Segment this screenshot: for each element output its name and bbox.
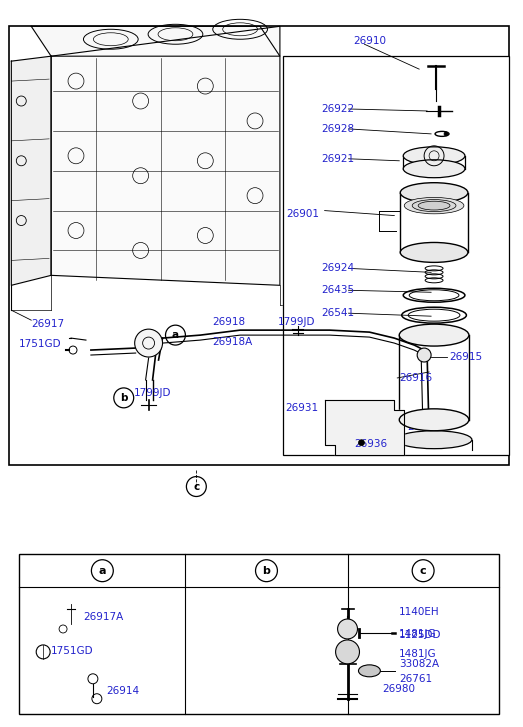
Text: 1799JD: 1799JD	[134, 388, 171, 398]
Bar	[283, 56, 509, 454]
Ellipse shape	[399, 324, 469, 346]
Text: 33082A: 33082A	[399, 659, 439, 669]
Circle shape	[135, 329, 163, 357]
Text: c: c	[193, 481, 199, 491]
Text: 26936: 26936	[355, 438, 388, 449]
Bar	[9, 26, 509, 465]
Text: 26914: 26914	[106, 686, 139, 696]
Text: 26916: 26916	[399, 373, 433, 383]
Text: 26921: 26921	[322, 154, 355, 164]
Text: 1140EH: 1140EH	[399, 607, 440, 617]
Text: 26931: 26931	[285, 403, 318, 413]
Text: c: c	[420, 566, 426, 576]
Text: 26913: 26913	[407, 422, 440, 432]
Bar	[19, 554, 499, 714]
Text: 1751GD: 1751GD	[51, 646, 94, 656]
Text: 26924: 26924	[322, 263, 355, 273]
Text: b: b	[263, 566, 270, 576]
Text: 26980: 26980	[382, 684, 415, 694]
Polygon shape	[12, 56, 51, 285]
Ellipse shape	[403, 147, 465, 165]
Text: a: a	[172, 330, 179, 340]
Circle shape	[417, 348, 431, 362]
Ellipse shape	[400, 243, 468, 262]
Ellipse shape	[404, 198, 464, 214]
Text: b: b	[120, 393, 128, 403]
Text: 26918A: 26918A	[212, 337, 253, 347]
Text: 1751GD: 1751GD	[19, 339, 62, 349]
Ellipse shape	[418, 201, 450, 210]
Text: 1125DD: 1125DD	[399, 630, 442, 640]
Ellipse shape	[400, 182, 468, 203]
Text: 1481JG: 1481JG	[399, 629, 437, 639]
Text: 26435: 26435	[322, 285, 355, 295]
Circle shape	[444, 132, 448, 136]
Text: 26928: 26928	[322, 124, 355, 134]
Text: 26918: 26918	[212, 317, 245, 327]
Text: 26915: 26915	[449, 352, 482, 362]
Text: 26901: 26901	[286, 209, 319, 219]
Text: 26910: 26910	[354, 36, 386, 47]
Text: 1799JD: 1799JD	[278, 317, 315, 327]
Text: a: a	[99, 566, 106, 576]
Text: 26917: 26917	[31, 319, 64, 329]
Text: 26922: 26922	[322, 104, 355, 114]
Polygon shape	[51, 26, 280, 285]
Ellipse shape	[396, 430, 472, 449]
Ellipse shape	[403, 160, 465, 177]
Polygon shape	[325, 400, 404, 454]
Ellipse shape	[399, 409, 469, 430]
Ellipse shape	[412, 200, 456, 212]
Text: 26541: 26541	[322, 308, 355, 318]
Text: 1481JG: 1481JG	[399, 649, 437, 659]
Text: 26917A: 26917A	[83, 612, 123, 622]
Circle shape	[337, 619, 358, 639]
Circle shape	[358, 440, 365, 446]
Text: 26761: 26761	[399, 674, 433, 684]
Polygon shape	[31, 26, 280, 56]
Ellipse shape	[358, 665, 380, 677]
Circle shape	[336, 640, 359, 664]
